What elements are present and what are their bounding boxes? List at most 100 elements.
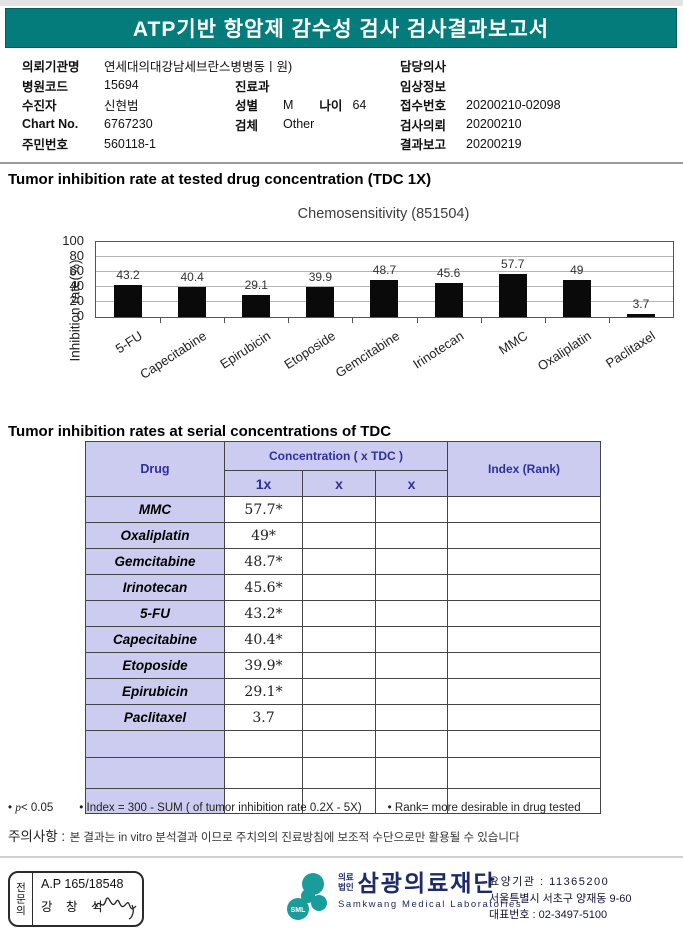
- bar-value-label: 40.4: [180, 269, 204, 284]
- conc-cell: [375, 548, 448, 575]
- report-date-label: 결과보고: [400, 138, 447, 153]
- bar-value-label: 43.2: [116, 267, 140, 282]
- conc-cell: [224, 757, 303, 789]
- table-header-drug: Drug: [85, 441, 225, 497]
- conc-cell: [375, 652, 448, 679]
- bar-Oxaliplatin: [562, 280, 591, 317]
- bar-Gemcitabine: [370, 280, 399, 317]
- tdc-table: Drug Concentration ( x TDC ) Index (Rank…: [85, 441, 601, 814]
- table-row: Capecitabine 40.4*: [85, 626, 601, 653]
- index-cell: [447, 678, 601, 705]
- sml-logo-text: SML: [291, 907, 307, 914]
- bar-slot: 3.7: [609, 242, 673, 317]
- section2-title: Tumor inhibition rates at serial concent…: [8, 423, 392, 440]
- bar-slot: 29.1: [224, 242, 288, 317]
- conc-cell: [375, 730, 448, 758]
- index-cell: [447, 626, 601, 653]
- receipt-value: 20200210-02098: [466, 97, 561, 112]
- y-tick-label: 20: [69, 293, 84, 308]
- conc-cell: 29.1*: [224, 678, 303, 705]
- request-label: 검사의뢰: [400, 118, 447, 133]
- drug-cell: 5-FU: [85, 600, 225, 627]
- dept-label: 진료과: [235, 79, 270, 94]
- sex-value: M: [283, 97, 294, 112]
- index-cell: [447, 600, 601, 627]
- x-axis-tick: [288, 317, 290, 323]
- x-tick-label: Etoposide: [280, 328, 338, 373]
- footer-divider: [0, 856, 683, 858]
- footnote-index: • Index = 300 - SUM ( of tumor inhibitio…: [79, 802, 362, 814]
- table-header-x2: x: [302, 470, 376, 497]
- table-row: [85, 730, 601, 758]
- index-cell: [447, 757, 601, 789]
- conc-cell: [302, 496, 376, 523]
- hosp-code-label: 병원코드: [22, 79, 69, 94]
- lab-logo-block: SML 의료 법인 삼광의료재단 Samkwang Medical Labora…: [286, 872, 522, 930]
- table-header-concentration: Concentration ( x TDC ): [224, 441, 448, 471]
- conc-cell: [302, 522, 376, 549]
- conc-cell: [302, 678, 376, 705]
- conc-cell: [375, 496, 448, 523]
- bar-Paclitaxel: [626, 314, 655, 317]
- conc-cell: [375, 522, 448, 549]
- bar-value-label: 29.1: [244, 278, 268, 293]
- gridline: [96, 256, 673, 257]
- tdc-table-body: MMC 57.7* Oxaliplatin 49* Gemcitabine 48.7* Ir…: [85, 496, 601, 814]
- conc-cell: 3.7: [224, 704, 303, 731]
- org-name-english: Samkwang Medical Laboratories: [338, 899, 523, 910]
- contact-institution-no: 요양기관 : 11365200: [489, 876, 610, 888]
- bar-slot: 57.7: [481, 242, 545, 317]
- gridline: [96, 271, 673, 272]
- caution-label: 주의사항 :: [8, 829, 66, 844]
- drug-cell: Irinotecan: [85, 574, 225, 601]
- conc-cell: [224, 788, 303, 814]
- x-axis-tick: [416, 317, 418, 323]
- footnote-pvalue: • p< 0.05: [8, 802, 54, 814]
- conc-cell: [375, 678, 448, 705]
- conc-cell: [302, 704, 376, 731]
- caution-line: 주의사항 : 본 결과는 in vitro 분석결과 이므로 주치의의 진료방침…: [8, 825, 678, 846]
- age-value: 64: [352, 97, 367, 112]
- x-axis-tick: [224, 317, 226, 323]
- contact-address: 서울특별시 서초구 양재동 9-60: [489, 892, 632, 905]
- bar-value-label: 39.9: [308, 270, 333, 285]
- doctor-stamp: 전문의 A.P 165/18548 강 창 석: [8, 871, 144, 927]
- index-cell: [447, 704, 601, 731]
- index-cell: [447, 548, 601, 575]
- sml-logo-icon: SML: [286, 872, 334, 930]
- specimen-value: Other: [283, 117, 315, 132]
- conc-cell: [302, 757, 376, 789]
- y-tick-label: 100: [62, 233, 84, 248]
- bar-5-FU: [114, 284, 143, 317]
- drug-cell: [85, 757, 225, 789]
- bar-value-label: 3.7: [632, 297, 650, 312]
- conc-cell: [375, 626, 448, 653]
- drug-cell: Gemcitabine: [85, 548, 225, 575]
- conc-cell: [302, 626, 376, 653]
- conc-cell: [302, 548, 376, 575]
- bar-value-label: 49: [570, 263, 584, 278]
- bar-MMC: [498, 273, 527, 317]
- table-header-x3: x: [375, 470, 448, 497]
- info-column-left: 의뢰기관명 연세대의대강남세브란스병병동ㅣ원) 병원코드 15694 수진자 신현범 …: [22, 56, 292, 154]
- table-row: [85, 757, 601, 789]
- footnote-rank: • Rank= more desirable in drug tested: [387, 802, 581, 814]
- conc-cell: 43.2*: [224, 600, 303, 627]
- conc-cell: [375, 757, 448, 789]
- bar-value-label: 48.7: [372, 263, 397, 278]
- specimen-label: 검체: [235, 118, 259, 133]
- org-label: 의뢰기관명: [22, 60, 80, 75]
- x-tick-label: Gemcitabine: [332, 328, 402, 381]
- table-row: Irinotecan 45.6*: [85, 574, 601, 601]
- contact-phone: 대표번호 : 02-3497-5100: [489, 909, 608, 921]
- patient-label: 수진자: [22, 99, 57, 114]
- table-row: Oxaliplatin 49*: [85, 522, 601, 549]
- index-cell: [447, 730, 601, 758]
- divider: [0, 162, 683, 164]
- y-axis-ticks: 0 20 40 60 80 100: [40, 233, 90, 323]
- drug-cell: Epirubicin: [85, 678, 225, 705]
- conc-cell: 57.7*: [224, 496, 303, 523]
- conc-cell: 39.9*: [224, 652, 303, 679]
- drug-cell: MMC: [85, 496, 225, 523]
- bar-slot: 45.6: [417, 242, 481, 317]
